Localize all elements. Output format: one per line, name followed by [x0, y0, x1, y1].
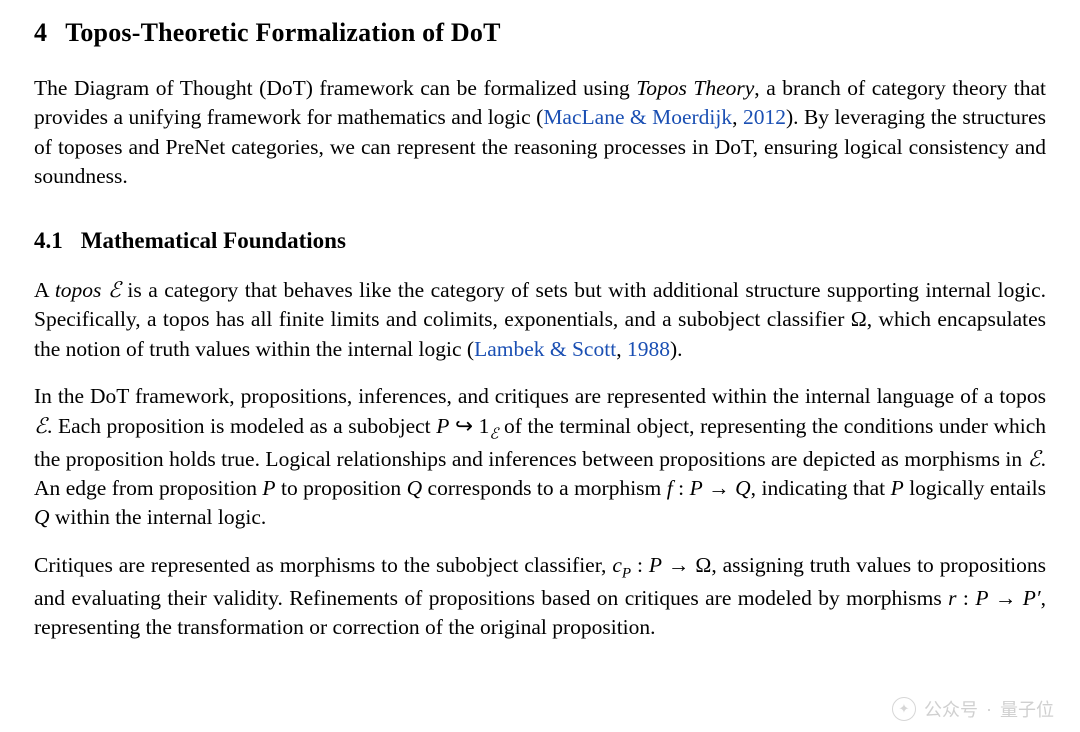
- text-run: In the DoT framework, propositions, infe…: [34, 384, 1046, 408]
- math-symbol-r: r: [948, 586, 956, 610]
- math-symbol-Q: Q: [407, 476, 423, 500]
- paragraph-foundations-1: A topos ℰ is a category that behaves lik…: [34, 276, 1046, 364]
- text-run: to proposition: [276, 476, 407, 500]
- math-symbol-P: P: [891, 476, 904, 500]
- math-symbol-P: P: [262, 476, 275, 500]
- math-symbol-omega: Ω: [851, 307, 867, 331]
- text-run: within the internal logic.: [50, 505, 267, 529]
- text-run: The Diagram of Thought (DoT) framework c…: [34, 76, 636, 100]
- citation-separator: ,: [616, 337, 627, 361]
- text-run: ).: [670, 337, 683, 361]
- math-symbol-Q: Q: [735, 476, 751, 500]
- subsection-title-text: Mathematical Foundations: [81, 228, 346, 253]
- paragraph-foundations-3: Critiques are represented as morphisms t…: [34, 551, 1046, 643]
- math-symbol-P: P: [649, 553, 662, 577]
- math-symbol-P: P: [975, 586, 988, 610]
- paper-page: 4 Topos-Theoretic Formalization of DoT Th…: [0, 0, 1080, 663]
- math-symbol-one: 1: [479, 414, 490, 438]
- paragraph-foundations-2: In the DoT framework, propositions, infe…: [34, 382, 1046, 533]
- text-run: :: [631, 553, 649, 577]
- citation-authors: MacLane & Moerdijk: [543, 105, 732, 129]
- citation-separator: ,: [732, 105, 743, 129]
- italic-term-topos-theory: Topos Theory: [636, 76, 754, 100]
- citation-authors: Lambek & Scott: [474, 337, 616, 361]
- text-run: , indicating that: [751, 476, 891, 500]
- math-symbol-P: P: [690, 476, 703, 500]
- watermark: ✦ 公众号 · 量子位: [892, 696, 1054, 722]
- citation-link-year-2012[interactable]: 2012: [743, 105, 786, 129]
- text-run: logically entails: [904, 476, 1046, 500]
- math-symbol-Q: Q: [34, 505, 50, 529]
- section-number: 4: [34, 18, 47, 48]
- math-subscript-P: P: [622, 565, 631, 581]
- section-title-text: Topos-Theoretic Formalization of DoT: [65, 18, 500, 47]
- citation-link-lambek-scott[interactable]: Lambek & Scott: [474, 337, 616, 361]
- math-symbol-c: c: [612, 553, 622, 577]
- math-symbol-arrow: →: [703, 476, 735, 500]
- citation-link-year-1988[interactable]: 1988: [627, 337, 670, 361]
- math-symbol-P: P: [436, 414, 449, 438]
- text-run: :: [957, 586, 976, 610]
- intro-paragraph: The Diagram of Thought (DoT) framework c…: [34, 74, 1046, 192]
- text-run: corresponds to a morphism: [422, 476, 667, 500]
- section-heading: 4 Topos-Theoretic Formalization of DoT: [34, 18, 1046, 48]
- text-run: . Each proposition is modeled as a subob…: [47, 414, 436, 438]
- text-run: :: [673, 476, 690, 500]
- math-symbol-E: ℰ: [1028, 447, 1041, 471]
- text-run: A: [34, 278, 55, 302]
- math-symbol-E: ℰ: [34, 414, 47, 438]
- citation-year: 2012: [743, 105, 786, 129]
- math-symbol-omega: Ω: [695, 553, 711, 577]
- math-symbol-P-prime: P′: [1023, 586, 1041, 610]
- math-symbol-arrow: →: [988, 586, 1022, 610]
- watermark-right: 量子位: [1000, 696, 1054, 722]
- math-symbol-E: ℰ: [108, 278, 121, 302]
- wechat-icon: ✦: [892, 697, 916, 721]
- text-run: Critiques are represented as morphisms t…: [34, 553, 612, 577]
- watermark-dot: ·: [986, 699, 992, 720]
- citation-year: 1988: [627, 337, 670, 361]
- subsection-number: 4.1: [34, 228, 63, 254]
- watermark-left: 公众号: [924, 696, 978, 722]
- math-symbol-arrow: →: [662, 553, 695, 577]
- math-symbol-hookarrow: ↪: [455, 414, 473, 438]
- citation-link-maclane-moerdijk[interactable]: MacLane & Moerdijk: [543, 105, 732, 129]
- italic-term-topos: topos: [55, 278, 102, 302]
- subsection-heading: 4.1 Mathematical Foundations: [34, 228, 1046, 254]
